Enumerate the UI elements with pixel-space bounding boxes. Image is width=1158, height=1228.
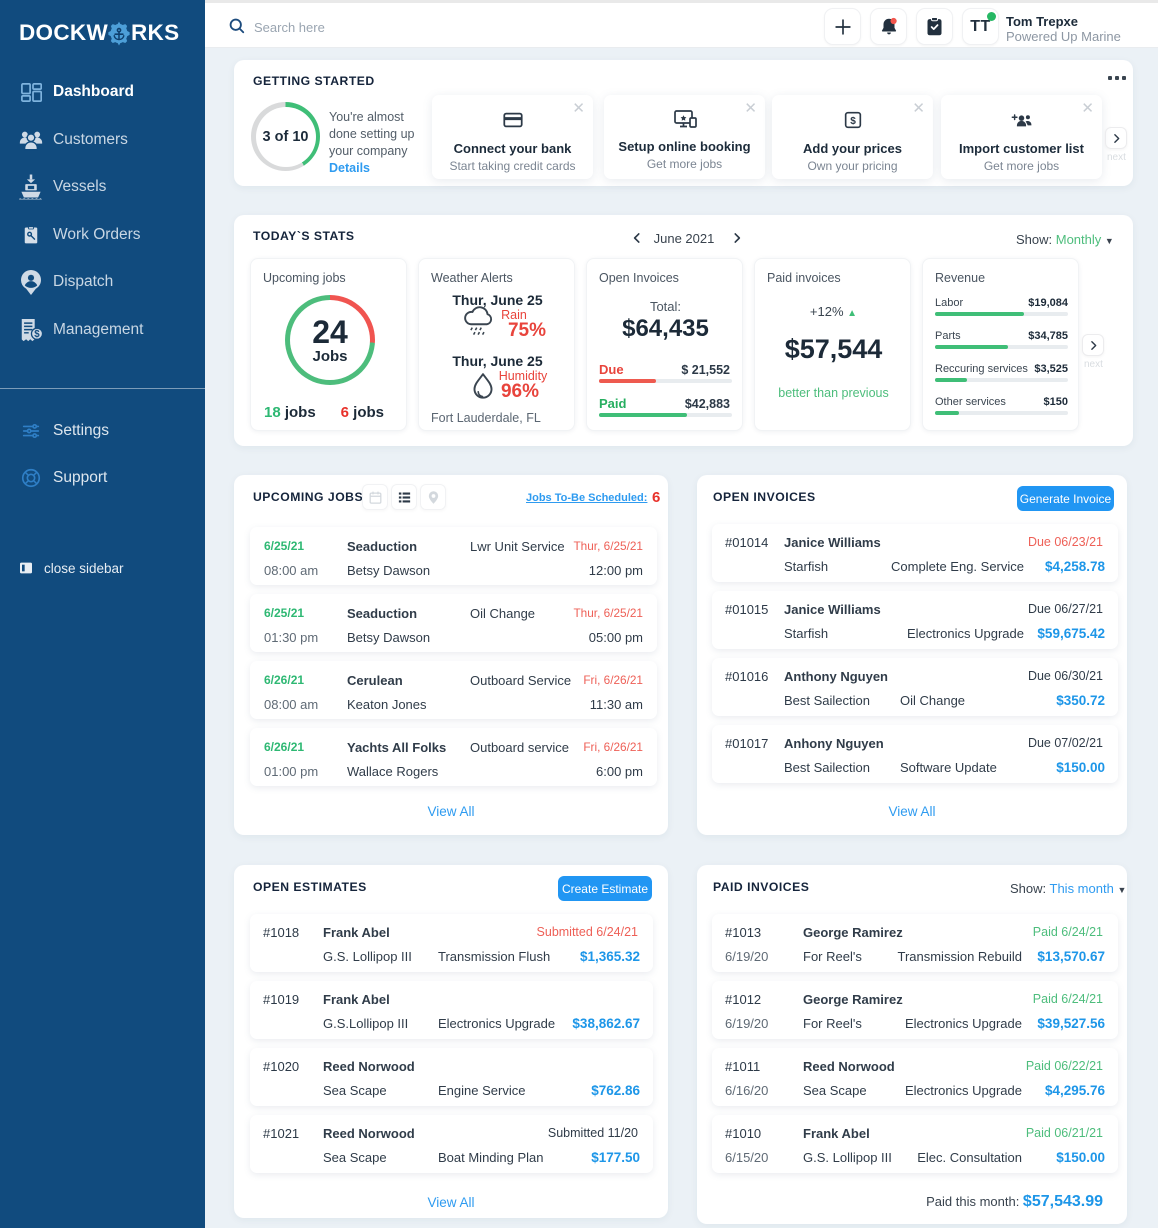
svg-text:$: $	[850, 116, 856, 127]
svg-text:$: $	[34, 329, 40, 340]
